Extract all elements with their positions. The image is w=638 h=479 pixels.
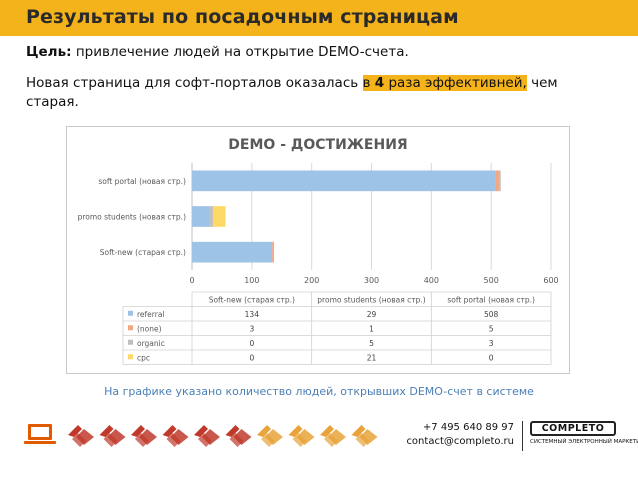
- table-cell: 21: [367, 353, 377, 362]
- handshake-icon: [131, 425, 157, 447]
- description-after: чем старая.: [26, 75, 558, 110]
- x-tick-label: 600: [543, 276, 558, 285]
- table-header: promo students (новая стр.): [317, 295, 425, 304]
- footer-divider: [522, 421, 523, 451]
- table-cell: 0: [489, 353, 494, 362]
- handshake-icon: [225, 425, 252, 447]
- contact-block: +7 495 640 89 97 contact@completo.ru: [406, 421, 514, 449]
- category-label: Soft-new (старая стр.): [100, 248, 186, 257]
- bar-none: [209, 206, 211, 227]
- legend-label: (none): [137, 324, 162, 333]
- goal-text: привлечение людей на открытие DEMO-счета…: [75, 44, 409, 60]
- bar-referral: [192, 170, 496, 192]
- logo-wordmark: COMPLETO: [530, 421, 616, 436]
- highlight-suffix: раза эффективней,: [384, 75, 527, 91]
- handshake-icon: [194, 425, 220, 447]
- laptop-icon: [24, 424, 56, 444]
- completo-logo: COMPLETO СИСТЕМНЫЙ ЭЛЕКТРОННЫЙ МАРКЕТИНГ: [530, 421, 638, 445]
- x-tick-label: 0: [189, 276, 194, 285]
- legend-label: referral: [137, 310, 165, 319]
- table-cell: 29: [367, 310, 377, 319]
- description-before: Новая страница для софт-порталов оказала…: [26, 75, 363, 91]
- demo-chart: DEMO - ДОСТИЖЕНИЯ 0 100 200 300 400 500 600sof…: [78, 137, 559, 365]
- handshake-icon: [351, 425, 378, 447]
- handshake-icon: [99, 425, 126, 447]
- table-cell: 0: [249, 353, 254, 362]
- highlight-prefix: в: [362, 75, 375, 91]
- handshake-icon: [288, 425, 315, 447]
- table-header: Soft-new (старая стр.): [209, 295, 295, 304]
- chart-caption: На графике указано количество людей, отк…: [104, 385, 534, 398]
- table-cell: 134: [245, 310, 260, 319]
- phone-number: +7 495 640 89 97: [422, 422, 514, 433]
- x-tick-label: 200: [304, 276, 319, 285]
- table-cell: 3: [249, 324, 254, 333]
- x-tick-label: 500: [484, 276, 499, 285]
- category-label: promo students (новая стр.): [78, 213, 186, 222]
- chart-container: DEMO - ДОСТИЖЕНИЯ 0 100 200 300 400 500 600 sof…: [66, 126, 570, 374]
- goal-line: Цель: привлечение людей на открытие DEMO…: [26, 44, 409, 60]
- table-cell: 5: [489, 324, 494, 333]
- email-link[interactable]: contact@completo.ru: [406, 436, 514, 447]
- legend-swatch-cpc: [128, 354, 133, 360]
- goal-label: Цель:: [26, 44, 72, 60]
- highlight-number: 4: [374, 75, 385, 91]
- description: Новая страница для софт-порталов оказала…: [26, 74, 596, 112]
- legend-label: organic: [137, 339, 165, 348]
- bar-organic: [209, 206, 213, 227]
- bar-referral: [192, 206, 210, 227]
- x-tick-label: 400: [424, 276, 439, 285]
- bar-none: [272, 241, 274, 263]
- chart-title: DEMO - ДОСТИЖЕНИЯ: [228, 137, 407, 153]
- logo-tagline: СИСТЕМНЫЙ ЭЛЕКТРОННЫЙ МАРКЕТИНГ: [530, 439, 638, 445]
- description-highlight: в 4 раза эффективней,: [362, 75, 527, 91]
- bar-cpc: [212, 206, 226, 227]
- header-bar: Результаты по посадочным страницам: [0, 0, 638, 36]
- handshake-icon: [162, 425, 189, 447]
- bar-referral: [192, 241, 273, 263]
- legend-swatch-organic: [128, 339, 133, 345]
- x-tick-label: 100: [244, 276, 259, 285]
- legend-swatch-none: [128, 325, 133, 331]
- bar-organic: [498, 170, 501, 192]
- handshake-icon: [320, 425, 346, 447]
- handshake-icon: [68, 425, 94, 447]
- table-cell: 1: [369, 324, 374, 333]
- page-title: Результаты по посадочным страницам: [26, 6, 459, 28]
- table-cell: 508: [484, 310, 499, 319]
- handshake-icon: [257, 425, 283, 447]
- bar-none: [495, 170, 499, 192]
- footer-icons: [24, 421, 384, 453]
- legend-swatch-referral: [128, 310, 133, 316]
- x-tick-label: 300: [364, 276, 379, 285]
- table-cell: 3: [489, 339, 494, 348]
- table-cell: 0: [249, 339, 254, 348]
- category-label: soft portal (новая стр.): [98, 177, 186, 186]
- legend-label: cpc: [137, 353, 150, 362]
- table-cell: 5: [369, 339, 374, 348]
- table-header: soft portal (новая стр.): [447, 295, 535, 304]
